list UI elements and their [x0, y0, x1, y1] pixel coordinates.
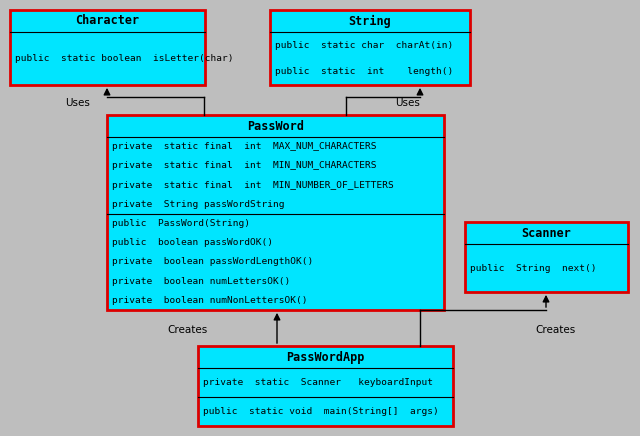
Text: PassWordApp: PassWordApp: [286, 351, 365, 364]
Bar: [198, 346, 453, 426]
Text: public  boolean passWordOK(): public boolean passWordOK(): [112, 238, 273, 247]
Text: Creates: Creates: [167, 325, 207, 335]
Bar: [10, 10, 205, 85]
Text: private  boolean passWordLengthOK(): private boolean passWordLengthOK(): [112, 257, 313, 266]
Text: public  PassWord(String): public PassWord(String): [112, 219, 250, 228]
Text: public  static void  main(String[]  args): public static void main(String[] args): [203, 407, 439, 416]
Text: private  static final  int  MIN_NUM_CHARACTERS: private static final int MIN_NUM_CHARACT…: [112, 161, 376, 170]
Text: Uses: Uses: [396, 98, 420, 108]
Text: private  static  Scanner   keyboardInput: private static Scanner keyboardInput: [203, 378, 433, 387]
Text: public  String  next(): public String next(): [470, 263, 596, 272]
Bar: [107, 115, 444, 310]
Bar: [270, 10, 470, 85]
Bar: [465, 222, 628, 292]
Text: PassWord: PassWord: [247, 119, 304, 133]
Text: Scanner: Scanner: [522, 226, 572, 239]
Text: private  static final  int  MIN_NUMBER_OF_LETTERS: private static final int MIN_NUMBER_OF_L…: [112, 181, 394, 190]
Text: Uses: Uses: [65, 98, 90, 108]
Text: Creates: Creates: [535, 325, 575, 335]
Text: private  boolean numNonLettersOK(): private boolean numNonLettersOK(): [112, 296, 307, 305]
Text: private  String passWordString: private String passWordString: [112, 200, 285, 209]
Text: private  boolean numLettersOK(): private boolean numLettersOK(): [112, 277, 291, 286]
Text: public  static  int    length(): public static int length(): [275, 67, 453, 76]
Text: public  static char  charAt(in): public static char charAt(in): [275, 41, 453, 50]
Text: Character: Character: [76, 14, 140, 27]
Text: String: String: [349, 14, 392, 27]
Text: private  static final  int  MAX_NUM_CHARACTERS: private static final int MAX_NUM_CHARACT…: [112, 142, 376, 151]
Text: public  static boolean  isLetter(char): public static boolean isLetter(char): [15, 54, 234, 63]
